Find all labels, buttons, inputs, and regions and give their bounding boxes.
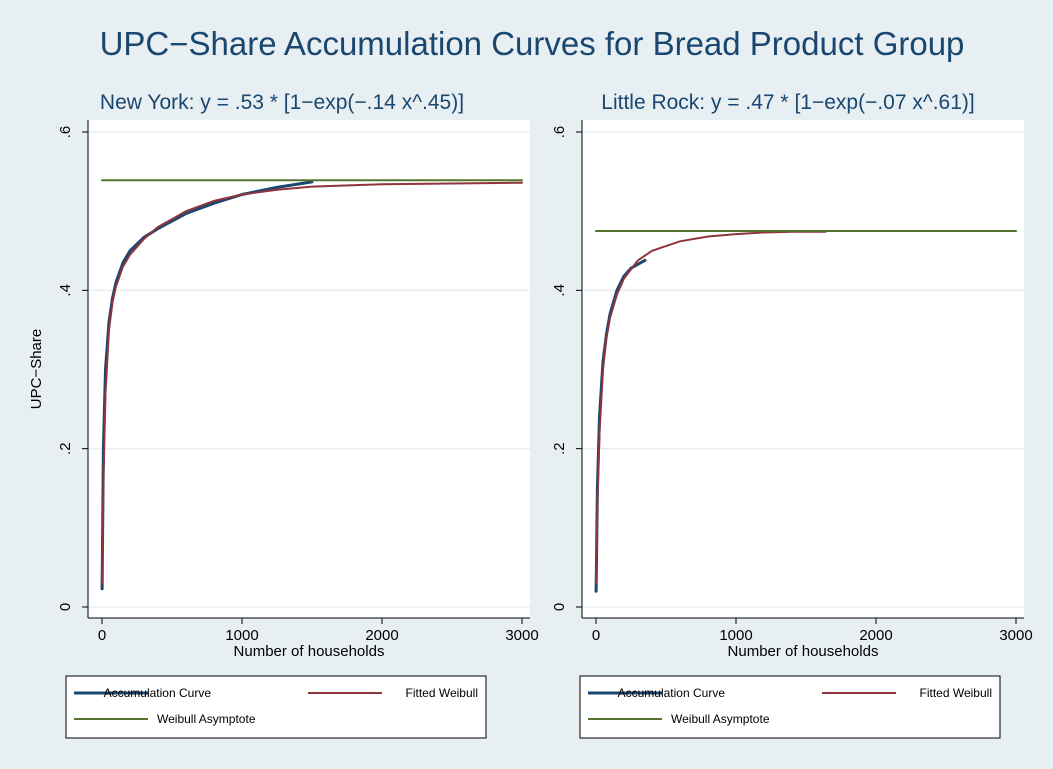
x-tick-label: 2000 (859, 627, 892, 644)
legend: Accumulation Curve Fitted Weibull Weibull … (579, 675, 1001, 739)
legend-label-asymptote: Weibull Asymptote (671, 712, 770, 726)
x-tick-label: 1000 (719, 627, 752, 644)
x-tick-label: 1000 (225, 627, 258, 644)
x-axis-title: Number of households (728, 643, 879, 660)
legend: Accumulation Curve Fitted Weibull Weibull … (65, 675, 487, 739)
plot-area (582, 120, 1024, 618)
panel-little-rock: 0 .2 .4 .6 0 1000 2000 3000 Number of households… (551, 91, 1033, 739)
y-tick-label: 0 (57, 603, 74, 611)
y-tick-label: .4 (57, 284, 74, 297)
y-tick-label: .6 (551, 126, 568, 139)
panel-title: Little Rock: y = .47 * [1−exp(−.07 x^.61… (601, 91, 974, 114)
legend-label-accumulation: Accumulation Curve (618, 686, 726, 700)
legend-label-asymptote: Weibull Asymptote (157, 712, 256, 726)
y-tick-label: .4 (551, 284, 568, 297)
figure-title: UPC−Share Accumulation Curves for Bread … (100, 25, 965, 62)
x-tick-label: 2000 (365, 627, 398, 644)
y-tick-label: 0 (551, 603, 568, 611)
x-axis-title: Number of households (234, 643, 385, 660)
x-tick-label: 3000 (505, 627, 538, 644)
y-tick-label: .2 (57, 442, 74, 455)
x-tick-label: 3000 (999, 627, 1032, 644)
series-line-weibull (595, 230, 827, 585)
legend-label-fitted: Fitted Weibull (920, 686, 992, 700)
x-tick-label: 0 (98, 627, 106, 644)
panel-new-york: 0 .2 .4 .6 0 1000 2000 3000 Number of households… (28, 91, 539, 739)
legend-label-fitted: Fitted Weibull (406, 686, 478, 700)
series-line-weibull (101, 181, 523, 585)
y-tick-label: .6 (57, 126, 74, 139)
x-tick-label: 0 (592, 627, 600, 644)
legend-box (65, 675, 487, 739)
plot-area (88, 120, 530, 618)
panel-title: New York: y = .53 * [1−exp(−.14 x^.45)] (100, 91, 464, 114)
legend-box (579, 675, 1001, 739)
legend-label-accumulation: Accumulation Curve (104, 686, 212, 700)
y-axis-title: UPC−Share (28, 329, 45, 409)
y-tick-label: .2 (551, 442, 568, 455)
